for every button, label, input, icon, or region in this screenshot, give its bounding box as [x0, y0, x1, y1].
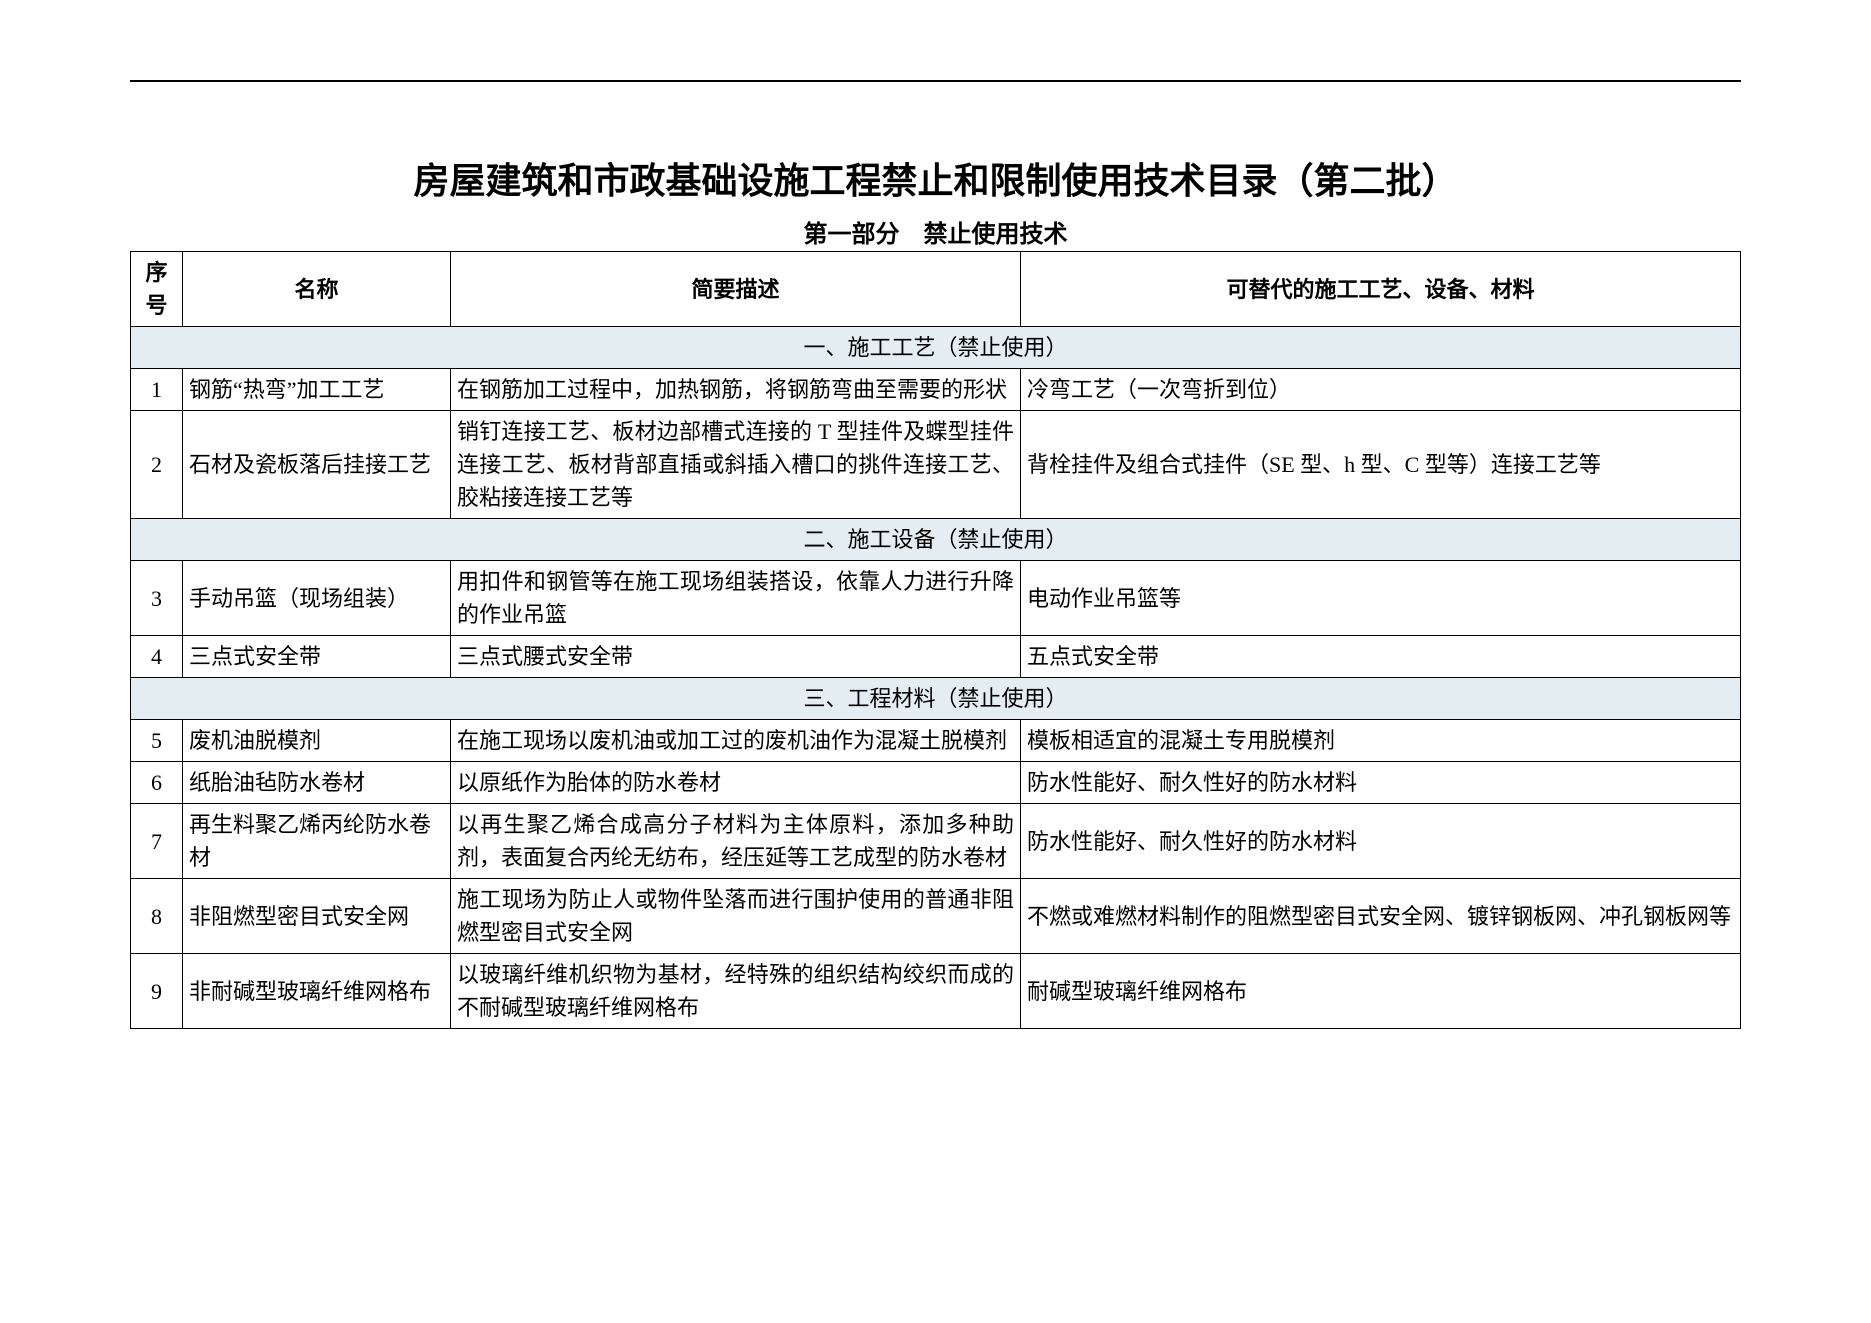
- cell-desc: 施工现场为防止人或物件坠落而进行围护使用的普通非阻燃型密目式安全网: [451, 879, 1021, 954]
- cell-name: 废机油脱模剂: [183, 720, 451, 762]
- cell-name: 三点式安全带: [183, 636, 451, 678]
- cell-name: 纸胎油毡防水卷材: [183, 762, 451, 804]
- cell-seq: 8: [131, 879, 183, 954]
- table-row: 1钢筋“热弯”加工工艺在钢筋加工过程中，加热钢筋，将钢筋弯曲至需要的形状冷弯工艺…: [131, 369, 1741, 411]
- cell-name: 非耐碱型玻璃纤维网格布: [183, 954, 451, 1029]
- cell-seq: 6: [131, 762, 183, 804]
- cell-desc: 三点式腰式安全带: [451, 636, 1021, 678]
- table-row: 8非阻燃型密目式安全网施工现场为防止人或物件坠落而进行围护使用的普通非阻燃型密目…: [131, 879, 1741, 954]
- col-header-desc: 简要描述: [451, 252, 1021, 327]
- col-header-alt: 可替代的施工工艺、设备、材料: [1021, 252, 1741, 327]
- document-title: 房屋建筑和市政基础设施工程禁止和限制使用技术目录（第二批）: [130, 152, 1741, 204]
- cell-desc: 用扣件和钢管等在施工现场组装搭设，依靠人力进行升降的作业吊篮: [451, 561, 1021, 636]
- section-heading-cell: 三、工程材料（禁止使用）: [131, 678, 1741, 720]
- table-row: 3手动吊篮（现场组装）用扣件和钢管等在施工现场组装搭设，依靠人力进行升降的作业吊…: [131, 561, 1741, 636]
- table-row: 2石材及瓷板落后挂接工艺销钉连接工艺、板材边部槽式连接的 T 型挂件及蝶型挂件连…: [131, 411, 1741, 519]
- cell-seq: 2: [131, 411, 183, 519]
- cell-alt: 不燃或难燃材料制作的阻燃型密目式安全网、镀锌钢板网、冲孔钢板网等: [1021, 879, 1741, 954]
- table-body: 一、施工工艺（禁止使用）1钢筋“热弯”加工工艺在钢筋加工过程中，加热钢筋，将钢筋…: [131, 327, 1741, 1029]
- cell-alt: 模板相适宜的混凝土专用脱模剂: [1021, 720, 1741, 762]
- cell-alt: 冷弯工艺（一次弯折到位）: [1021, 369, 1741, 411]
- cell-desc: 销钉连接工艺、板材边部槽式连接的 T 型挂件及蝶型挂件连接工艺、板材背部直插或斜…: [451, 411, 1021, 519]
- table-row: 5废机油脱模剂在施工现场以废机油或加工过的废机油作为混凝土脱模剂模板相适宜的混凝…: [131, 720, 1741, 762]
- cell-seq: 7: [131, 804, 183, 879]
- cell-name: 非阻燃型密目式安全网: [183, 879, 451, 954]
- table-row: 9非耐碱型玻璃纤维网格布以玻璃纤维机织物为基材，经特殊的组织结构绞织而成的不耐碱…: [131, 954, 1741, 1029]
- cell-desc: 以再生聚乙烯合成高分子材料为主体原料，添加多种助剂，表面复合丙纶无纺布，经压延等…: [451, 804, 1021, 879]
- table-row: 4三点式安全带三点式腰式安全带五点式安全带: [131, 636, 1741, 678]
- cell-alt: 电动作业吊篮等: [1021, 561, 1741, 636]
- cell-name: 钢筋“热弯”加工工艺: [183, 369, 451, 411]
- top-horizontal-rule: [130, 80, 1741, 82]
- cell-desc: 以玻璃纤维机织物为基材，经特殊的组织结构绞织而成的不耐碱型玻璃纤维网格布: [451, 954, 1021, 1029]
- cell-alt: 背栓挂件及组合式挂件（SE 型、h 型、C 型等）连接工艺等: [1021, 411, 1741, 519]
- cell-seq: 3: [131, 561, 183, 636]
- col-header-name: 名称: [183, 252, 451, 327]
- section-heading-row: 三、工程材料（禁止使用）: [131, 678, 1741, 720]
- section-heading-cell: 一、施工工艺（禁止使用）: [131, 327, 1741, 369]
- cell-seq: 1: [131, 369, 183, 411]
- section-heading-row: 二、施工设备（禁止使用）: [131, 519, 1741, 561]
- table-row: 7再生料聚乙烯丙纶防水卷材以再生聚乙烯合成高分子材料为主体原料，添加多种助剂，表…: [131, 804, 1741, 879]
- table-row: 6纸胎油毡防水卷材以原纸作为胎体的防水卷材防水性能好、耐久性好的防水材料: [131, 762, 1741, 804]
- document-subtitle: 第一部分 禁止使用技术: [130, 214, 1741, 249]
- cell-alt: 五点式安全带: [1021, 636, 1741, 678]
- table-header-row: 序号 名称 简要描述 可替代的施工工艺、设备、材料: [131, 252, 1741, 327]
- cell-alt: 防水性能好、耐久性好的防水材料: [1021, 804, 1741, 879]
- cell-desc: 在施工现场以废机油或加工过的废机油作为混凝土脱模剂: [451, 720, 1021, 762]
- cell-desc: 以原纸作为胎体的防水卷材: [451, 762, 1021, 804]
- cell-alt: 耐碱型玻璃纤维网格布: [1021, 954, 1741, 1029]
- prohibited-tech-table: 序号 名称 简要描述 可替代的施工工艺、设备、材料 一、施工工艺（禁止使用）1钢…: [130, 251, 1741, 1029]
- cell-name: 手动吊篮（现场组装）: [183, 561, 451, 636]
- cell-seq: 4: [131, 636, 183, 678]
- cell-name: 石材及瓷板落后挂接工艺: [183, 411, 451, 519]
- col-header-seq: 序号: [131, 252, 183, 327]
- section-heading-cell: 二、施工设备（禁止使用）: [131, 519, 1741, 561]
- cell-seq: 9: [131, 954, 183, 1029]
- cell-alt: 防水性能好、耐久性好的防水材料: [1021, 762, 1741, 804]
- cell-seq: 5: [131, 720, 183, 762]
- cell-desc: 在钢筋加工过程中，加热钢筋，将钢筋弯曲至需要的形状: [451, 369, 1021, 411]
- cell-name: 再生料聚乙烯丙纶防水卷材: [183, 804, 451, 879]
- section-heading-row: 一、施工工艺（禁止使用）: [131, 327, 1741, 369]
